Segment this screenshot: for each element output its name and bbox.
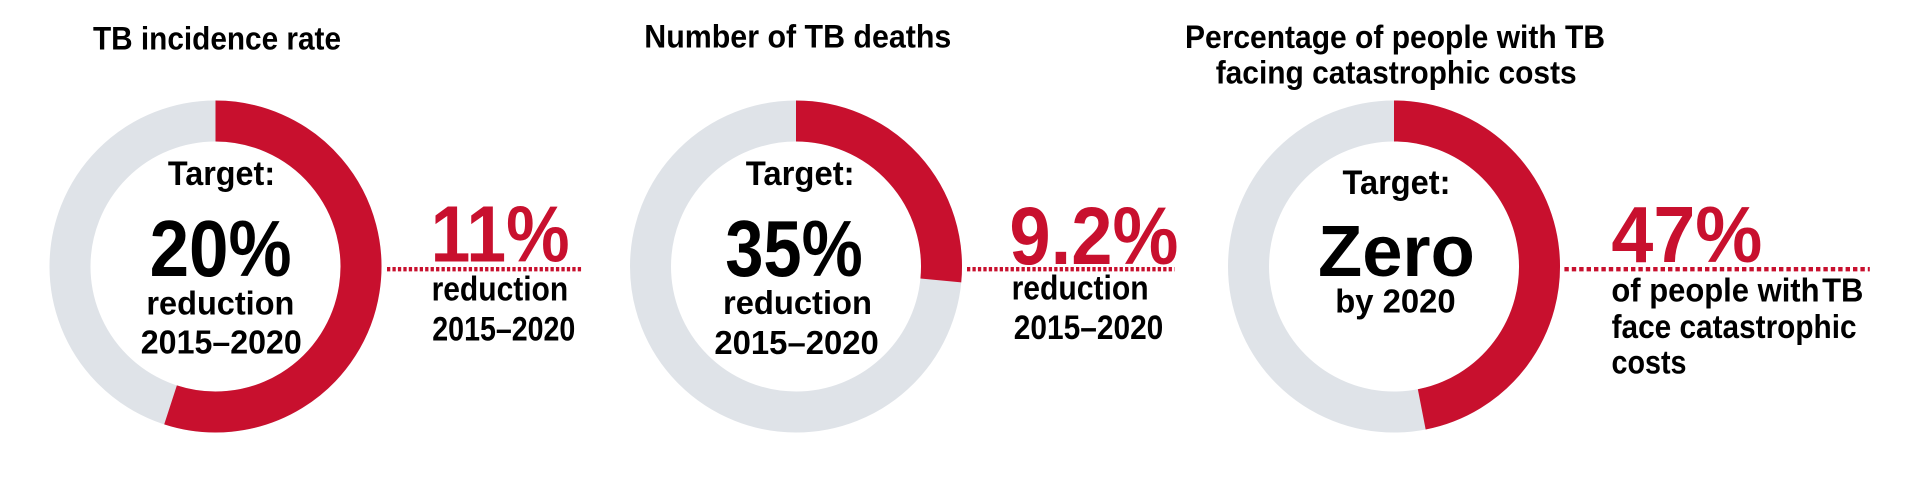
svg-text:47%: 47% (1611, 190, 1762, 279)
svg-text:2015–2020: 2015–2020 (714, 324, 878, 361)
svg-text:2015–2020: 2015–2020 (432, 310, 575, 348)
svg-text:2015–2020: 2015–2020 (141, 324, 302, 361)
svg-text:face catastrophic: face catastrophic (1612, 308, 1857, 345)
svg-text:Target:: Target: (168, 155, 275, 193)
svg-text:Target:: Target: (1343, 164, 1451, 202)
svg-text:2015–2020: 2015–2020 (1014, 309, 1164, 347)
svg-text:of people with TB: of people with TB (1611, 272, 1863, 309)
svg-text:costs: costs (1612, 343, 1687, 380)
svg-text:reduction: reduction (723, 284, 872, 321)
svg-text:reduction: reduction (432, 271, 569, 309)
svg-text:by 2020: by 2020 (1335, 282, 1455, 319)
svg-text:Percentage of people with TB: Percentage of people with TB (1185, 19, 1605, 55)
svg-text:9.2%: 9.2% (1009, 191, 1178, 282)
svg-text:Zero: Zero (1318, 212, 1475, 292)
svg-text:20%: 20% (150, 204, 292, 293)
svg-text:reduction: reduction (1012, 269, 1149, 307)
svg-text:Number of TB deaths: Number of TB deaths (644, 18, 951, 54)
svg-text:35%: 35% (725, 204, 863, 293)
svg-text:11%: 11% (431, 189, 570, 278)
svg-text:reduction: reduction (146, 285, 294, 322)
svg-text:facing catastrophic costs: facing catastrophic costs (1216, 54, 1577, 90)
svg-text:TB incidence rate: TB incidence rate (93, 20, 341, 56)
svg-text:Target:: Target: (746, 155, 855, 193)
